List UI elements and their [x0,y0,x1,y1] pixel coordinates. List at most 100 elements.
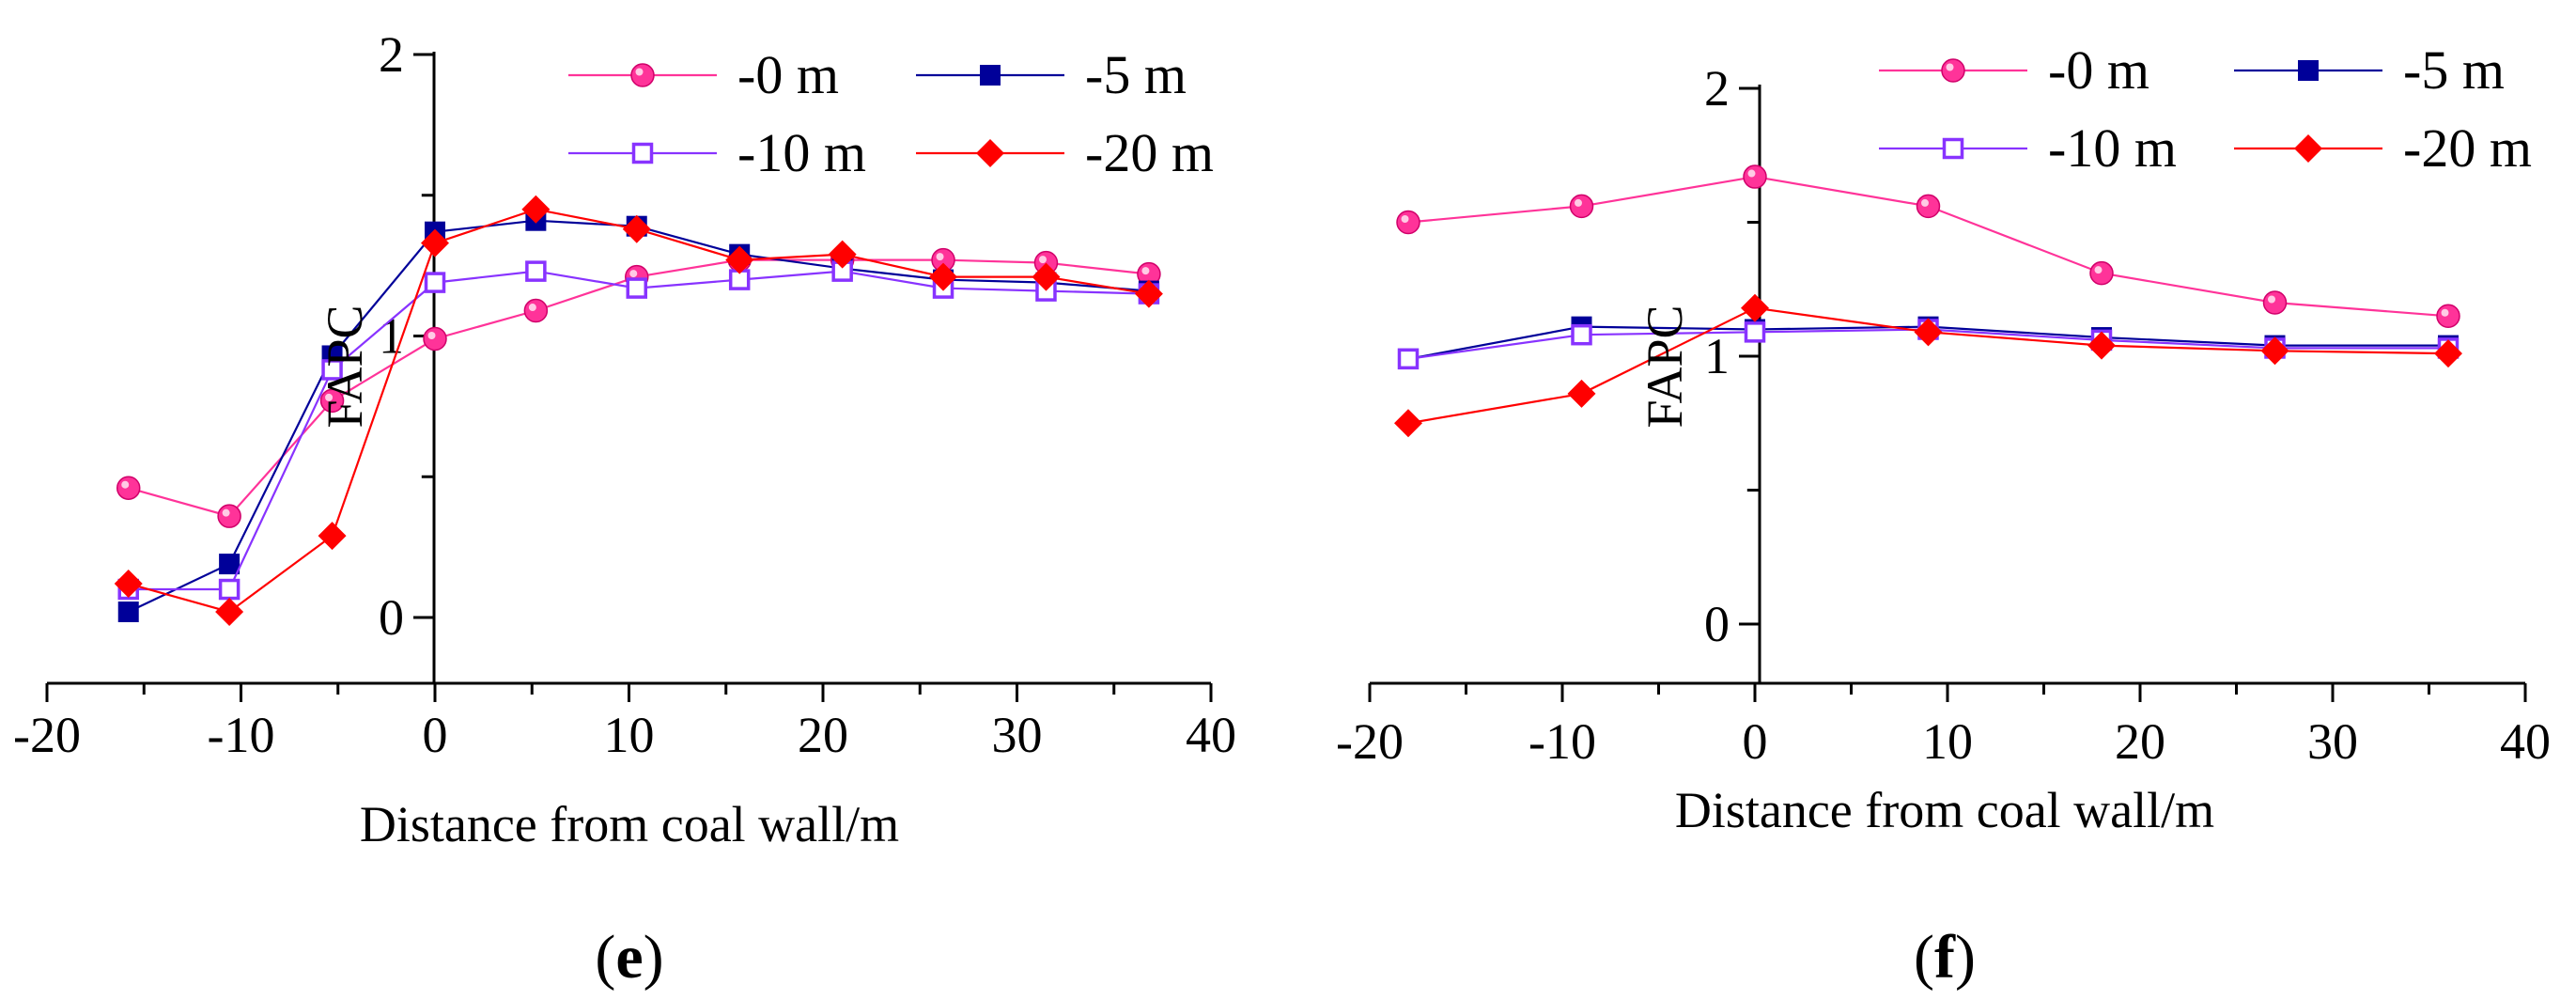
data-point [1571,323,1592,346]
x-tick-label: 10 [604,707,655,763]
data-point-body [2262,290,2288,315]
data-point [1137,261,1161,287]
legend-marker [1942,137,1964,160]
series-10mm [117,260,1160,601]
legend-item: -0 m [1879,39,2149,101]
x-tick-label: -20 [1336,713,1404,770]
y-tick-label: 1 [1704,328,1730,384]
panel-label-letter: e [615,923,643,992]
x-tick-label: 40 [2500,713,2551,770]
legend-item: -10 m [568,122,866,183]
data-point [318,522,347,551]
series-line [128,270,1149,591]
panel-label: (f) [1914,923,1976,992]
data-point-highlight [1921,198,1929,207]
legend-marker [2298,60,2319,81]
data-point-highlight [629,270,638,278]
x-tick-label: 20 [2115,713,2165,770]
legend-item: -10 m [1879,117,2177,179]
data-point [1396,210,1420,235]
data-point-highlight [1575,198,1582,207]
data-point [1032,262,1061,291]
legend-marker-body [1941,58,1965,83]
data-point [114,570,143,599]
panel-f: -20 -10 0 10 20 30 40 0 1 2 Distance from coal wal… [1336,39,2551,992]
data-point [1569,194,1594,219]
data-point [1394,409,1422,438]
legend-item: -0 m [568,44,839,105]
data-point [1741,293,1769,322]
y-tick-label: 0 [379,589,404,646]
legend-marker [630,63,655,87]
data-point [218,578,241,601]
data-point [424,272,446,293]
data-point [1744,321,1766,343]
data-point [2262,290,2288,315]
y-tick-label: 2 [379,26,404,83]
legend-marker-highlight [1946,63,1954,71]
x-axis-title: Distance from coal wall/m [1675,782,2214,838]
data-point [525,260,547,282]
data-point-highlight [325,393,334,401]
data-point [1397,348,1420,370]
legend-marker [1941,58,1965,83]
data-point [523,298,549,323]
y-axis-title: FAPC [1637,305,1693,428]
data-point [217,504,241,528]
legend-marker [980,65,1001,86]
data-point [2260,336,2289,366]
data-point-highlight [427,331,436,339]
data-point-body [1396,210,1420,235]
data-point-body [1569,194,1594,219]
data-point [215,598,244,627]
data-point-highlight [1747,169,1756,178]
data-point-body [2089,260,2114,286]
y-tick-label: 1 [379,308,404,365]
x-tick-label: -10 [1529,713,1596,770]
data-point [2436,304,2460,328]
panel-e: -20 -10 0 10 20 30 40 0 1 2 Distance from coal wal… [13,26,1236,992]
legend-marker-body [630,63,655,87]
legend-item: -20 m [2234,117,2532,179]
legend-marker [976,139,1004,167]
data-point-body [2436,304,2460,328]
legend-label: -0 m [2048,39,2149,101]
x-tick-label: 0 [423,707,448,763]
x-tick-label: -20 [13,707,81,763]
x-tick-label: 20 [798,707,848,763]
x-axis-title: Distance from coal wall/m [360,796,899,852]
data-point [2087,331,2116,360]
series-0mm [1396,164,2460,328]
panel-label-open: ( [595,923,615,992]
x-tick-label: 10 [1922,713,1973,770]
panel-label-open: ( [1914,923,1934,992]
data-point-body [116,476,141,500]
data-point [117,602,139,623]
data-point [1567,379,1596,408]
panel-label-close: ) [1955,923,1976,992]
data-point [321,359,343,381]
data-point [421,228,449,258]
legend-label: -20 m [2403,117,2532,179]
y-tick-label: 0 [1704,596,1730,652]
data-point [626,277,648,299]
legend-label: -20 m [1085,122,1214,183]
data-point [1916,194,1941,219]
data-point [622,214,651,243]
legend-label: -5 m [1085,44,1187,105]
data-point [2434,339,2462,368]
data-point-highlight [1141,267,1150,275]
x-tick-label: 40 [1186,707,1236,763]
legend-label: -0 m [737,44,839,105]
legend-item: -20 m [916,122,1214,183]
legend-label: -10 m [2048,117,2177,179]
data-point [116,476,141,500]
data-point-highlight [528,304,536,312]
series-20mm [1394,293,2462,438]
data-point-highlight [1401,215,1409,223]
data-point [1743,164,1767,189]
data-point-highlight [121,480,130,489]
data-point-body [1743,164,1767,189]
legend-item: -5 m [916,44,1187,105]
